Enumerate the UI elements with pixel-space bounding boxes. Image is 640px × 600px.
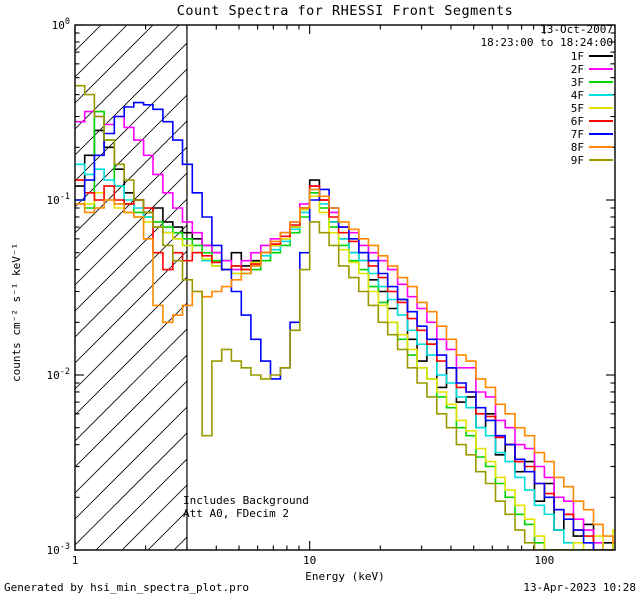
chart-title: Count Spectra for RHESSI Front Segments xyxy=(176,3,514,19)
series-7F xyxy=(75,101,615,550)
y-tick-label: 10-2 xyxy=(47,367,71,382)
x-tick-label: 10 xyxy=(303,554,316,567)
series-6F xyxy=(75,179,615,550)
x-tick-label: 100 xyxy=(534,554,554,567)
legend-label-9F: 9F xyxy=(571,154,584,167)
series-5F xyxy=(75,192,615,550)
series-9F xyxy=(75,84,615,550)
legend-label-3F: 3F xyxy=(571,76,584,89)
observation-date: 13-Oct-2007 xyxy=(540,23,613,36)
legend-label-2F: 2F xyxy=(571,63,584,76)
excluded-region-hatch xyxy=(75,25,187,550)
x-tick-label: 1 xyxy=(72,554,79,567)
series-1F xyxy=(75,129,615,550)
legend-label-4F: 4F xyxy=(571,89,584,102)
legend-label-8F: 8F xyxy=(571,141,584,154)
legend-label-7F: 7F xyxy=(571,128,584,141)
plot-frame xyxy=(74,24,616,551)
note-attenuator-state: Att A0, FDecim 2 xyxy=(183,507,289,520)
spectra-series-group xyxy=(75,84,615,550)
series-8F xyxy=(75,188,615,544)
legend-label-1F: 1F xyxy=(571,50,584,63)
y-axis-label: counts cm⁻² s⁻¹ keV⁻¹ xyxy=(10,242,23,382)
generator-credit: Generated by hsi_min_spectra_plot.pro xyxy=(4,581,250,594)
observation-time-range: 18:23:00 to 18:24:00 xyxy=(480,35,613,49)
observation-info: 13-Oct-2007 18:23:00 to 18:24:00 xyxy=(480,23,613,49)
x-axis-label: Energy (keV) xyxy=(305,570,385,583)
y-tick-label: 10-1 xyxy=(47,192,71,207)
render-timestamp: 13-Apr-2023 10:28 xyxy=(523,581,636,594)
y-tick-label: 100 xyxy=(52,17,70,32)
legend-label-6F: 6F xyxy=(571,115,584,128)
legend-label-5F: 5F xyxy=(571,102,584,115)
y-tick-label: 10-3 xyxy=(47,542,71,557)
tick-labels: 1 10 100 100 10-1 10-2 10-3 xyxy=(47,17,555,567)
note-includes-background: Includes Background xyxy=(183,494,309,507)
